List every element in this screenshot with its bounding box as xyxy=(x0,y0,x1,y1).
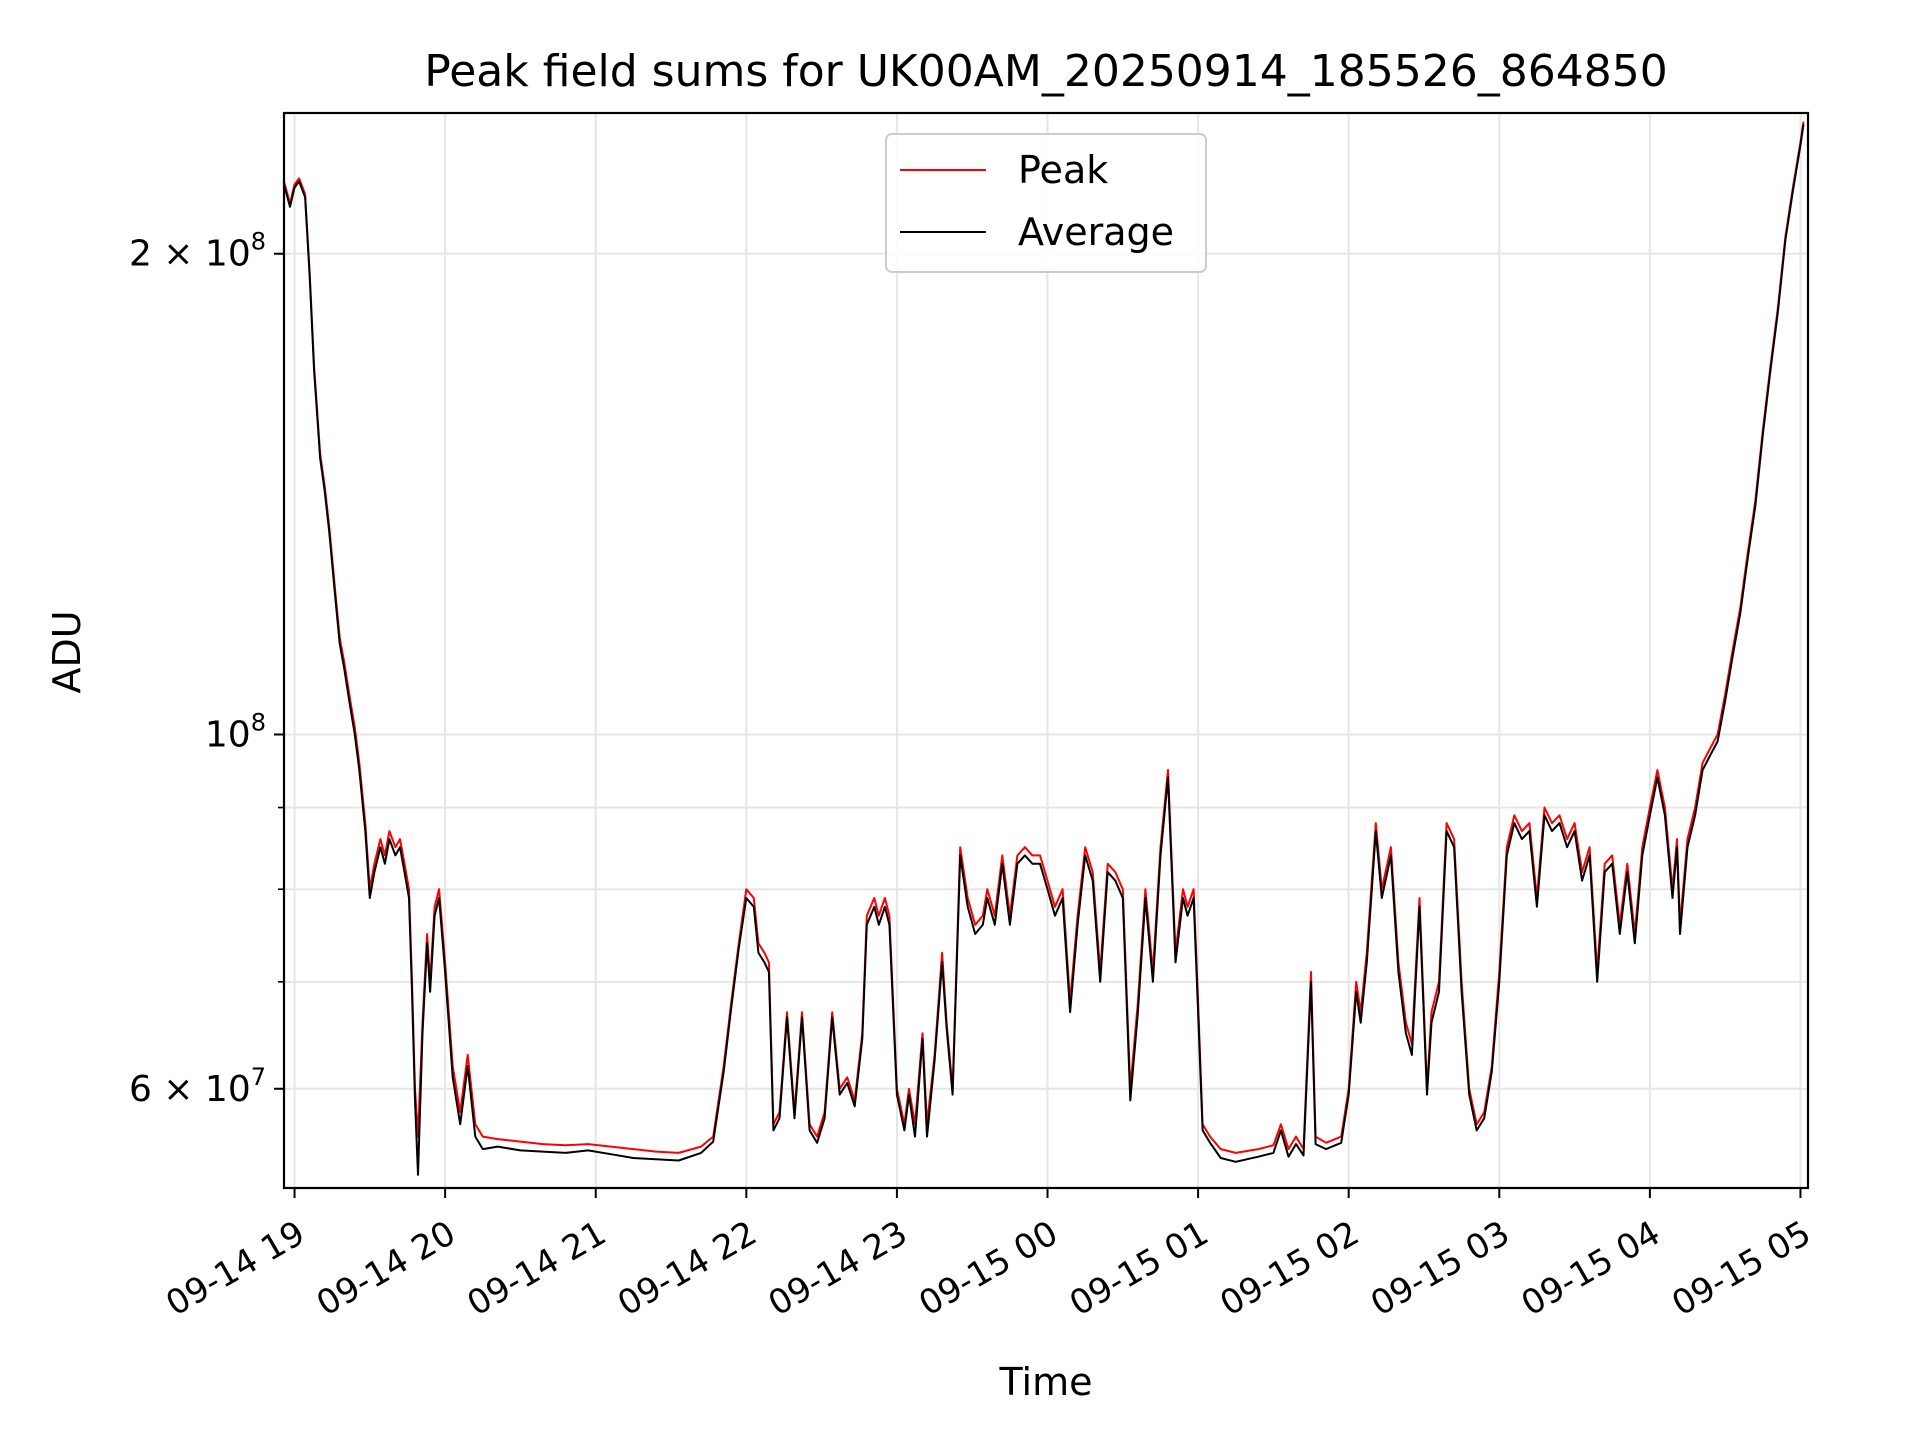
series-area xyxy=(284,121,1805,1176)
y-axis: 6 × 107 108 2 × 108 xyxy=(129,228,284,1110)
y-tick-label: 108 xyxy=(205,708,266,755)
y-axis-label: ADU xyxy=(45,610,89,693)
legend-box xyxy=(885,133,1207,273)
legend-average-label: Average xyxy=(1018,210,1174,254)
plot-frame xyxy=(282,111,1810,1190)
y-tick-label: 6 × 107 xyxy=(129,1063,266,1110)
x-axis-label: Time xyxy=(999,1360,1093,1404)
average-series-line xyxy=(284,124,1805,1176)
legend-peak-label: Peak xyxy=(1018,148,1108,192)
peak-series-line xyxy=(284,121,1805,1154)
chart-title: Peak field sums for UK00AM_20250914_1855… xyxy=(424,46,1667,97)
y-tick-label: 2 × 108 xyxy=(129,228,266,275)
legend: Peak Average xyxy=(885,133,1207,273)
grid xyxy=(284,113,1808,1188)
